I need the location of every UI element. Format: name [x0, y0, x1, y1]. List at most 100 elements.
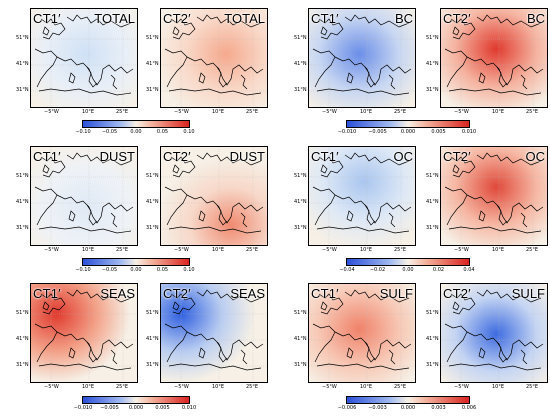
- coastline: [316, 88, 410, 96]
- latitude-label: 41°N: [16, 61, 29, 67]
- longitude-label: 25°E: [526, 384, 539, 390]
- colorbar-tick-label: −0.05: [101, 129, 118, 135]
- coastline: [520, 212, 528, 228]
- coastline: [448, 226, 542, 234]
- colorbar-tick-label: −0.006: [337, 405, 357, 411]
- panel-species-label: SULF: [511, 286, 545, 301]
- colorbar-tick-label: 0.005: [431, 129, 446, 135]
- coastline: [344, 152, 410, 166]
- colorbar-tick-label: 0.00: [130, 129, 142, 135]
- latitude-label: 31°N: [426, 87, 439, 93]
- coastline: [388, 349, 396, 365]
- longitude-label: −5°W: [174, 109, 189, 115]
- coastline: [34, 186, 58, 226]
- latitude-label: 41°N: [146, 199, 159, 205]
- coastline: [312, 48, 336, 88]
- coastline: [240, 212, 248, 228]
- panel-experiment-label: CT1′: [311, 149, 339, 164]
- colorbar-tick-label: 0.10: [183, 129, 195, 135]
- longitude-label: 10°E: [360, 109, 373, 115]
- coastline: [478, 72, 486, 84]
- coastline: [66, 289, 132, 303]
- coastline: [68, 72, 76, 84]
- longitude-label: 25°E: [116, 247, 129, 253]
- coastline: [110, 74, 118, 90]
- map-panel: CT2′ SULF: [440, 283, 548, 383]
- map-panel: CT2′ TOTAL: [160, 8, 268, 108]
- latitude-label: 51°N: [426, 35, 439, 41]
- coastline: [334, 56, 412, 86]
- coastline: [318, 18, 344, 40]
- panel-experiment-label: CT2′: [443, 11, 471, 26]
- latitude-label: 51°N: [146, 35, 159, 41]
- coastline: [448, 363, 542, 371]
- map-panel: CT2′ DUST: [160, 146, 268, 246]
- panel-species-label: DUST: [229, 149, 265, 164]
- colorbar-tick-label: −0.04: [339, 267, 355, 273]
- colorbar: [82, 258, 190, 266]
- map-field: [161, 147, 267, 245]
- longitude-label: 25°E: [526, 109, 539, 115]
- coastline: [196, 289, 262, 303]
- longitude-label: −5°W: [174, 247, 189, 253]
- panel-species-label: SEAS: [230, 286, 265, 301]
- panel-species-label: OC: [393, 149, 414, 164]
- panel-species-label: TOTAL: [224, 11, 265, 26]
- map-panel: CT1′ TOTAL: [30, 8, 138, 108]
- colorbar-tick-label: −0.005: [368, 129, 387, 135]
- coastline: [198, 72, 206, 84]
- panel-species-label: SULF: [379, 286, 413, 301]
- latitude-label: 41°N: [294, 199, 307, 205]
- panel-experiment-label: CT2′: [163, 149, 191, 164]
- longitude-label: −5°W: [174, 384, 189, 390]
- coastline: [388, 212, 396, 228]
- latitude-label: 31°N: [146, 87, 159, 93]
- coastline: [476, 289, 542, 303]
- colorbar-tick-label: 0.00: [130, 267, 142, 273]
- coastline: [168, 363, 262, 371]
- latitude-label: 51°N: [294, 173, 307, 179]
- latitude-label: 31°N: [294, 225, 307, 231]
- coastline: [320, 26, 328, 36]
- coastline: [34, 323, 58, 363]
- coastline: [56, 331, 134, 361]
- longitude-label: −5°W: [44, 247, 59, 253]
- latitude-label: 31°N: [294, 362, 307, 368]
- longitude-label: 10°E: [212, 109, 225, 115]
- coastline: [86, 204, 98, 226]
- coastline: [198, 347, 206, 359]
- coastline: [172, 26, 180, 36]
- coastline: [452, 301, 460, 311]
- coastline: [448, 88, 542, 96]
- coastline: [452, 26, 460, 36]
- coastline: [444, 48, 468, 88]
- coastline: [198, 210, 206, 222]
- colorbar: [82, 396, 190, 404]
- latitude-label: 41°N: [426, 336, 439, 342]
- map-panel: CT2′ BC: [440, 8, 548, 108]
- coastline: [364, 204, 376, 226]
- panel-experiment-label: CT1′: [311, 11, 339, 26]
- coastline: [316, 363, 410, 371]
- coastline: [42, 26, 50, 36]
- colorbar-tick-label: 0.000: [400, 405, 416, 411]
- longitude-label: −5°W: [454, 109, 469, 115]
- map-panel: CT1′ OC: [308, 146, 416, 246]
- coastline: [444, 186, 468, 226]
- latitude-label: 51°N: [146, 173, 159, 179]
- coastline: [334, 331, 412, 361]
- coastline: [40, 293, 66, 315]
- coastline: [216, 341, 228, 363]
- panel-species-label: OC: [525, 149, 546, 164]
- coastline: [172, 164, 180, 174]
- coastline: [110, 349, 118, 365]
- longitude-label: 25°E: [526, 247, 539, 253]
- coastline: [164, 323, 188, 363]
- coastline: [496, 341, 508, 363]
- colorbar-tick-label: 0.05: [156, 267, 169, 273]
- coastline: [318, 156, 344, 178]
- longitude-label: 10°E: [82, 247, 95, 253]
- coastline: [466, 194, 544, 224]
- map-field: [31, 147, 137, 245]
- colorbar-tick-label: 0.05: [156, 129, 169, 135]
